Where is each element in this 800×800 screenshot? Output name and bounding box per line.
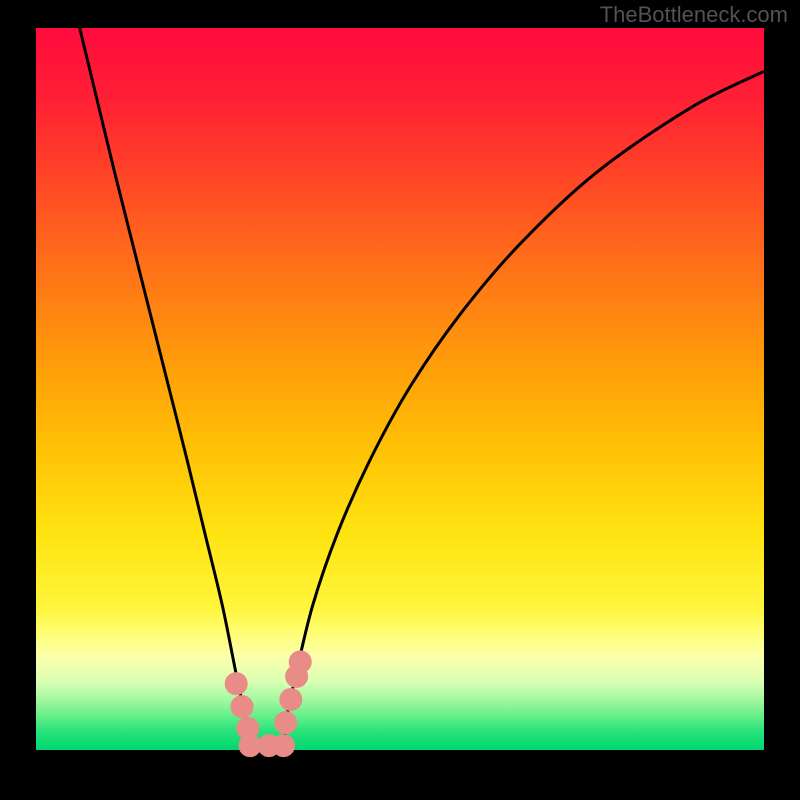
chart-container: TheBottleneck.com [0, 0, 800, 800]
data-marker [273, 735, 295, 757]
data-marker [231, 696, 253, 718]
watermark-text: TheBottleneck.com [600, 2, 788, 28]
data-marker [275, 712, 297, 734]
data-marker [225, 673, 247, 695]
data-marker [280, 688, 302, 710]
gradient-background [36, 28, 764, 750]
chart-svg [0, 0, 800, 800]
data-marker [289, 651, 311, 673]
